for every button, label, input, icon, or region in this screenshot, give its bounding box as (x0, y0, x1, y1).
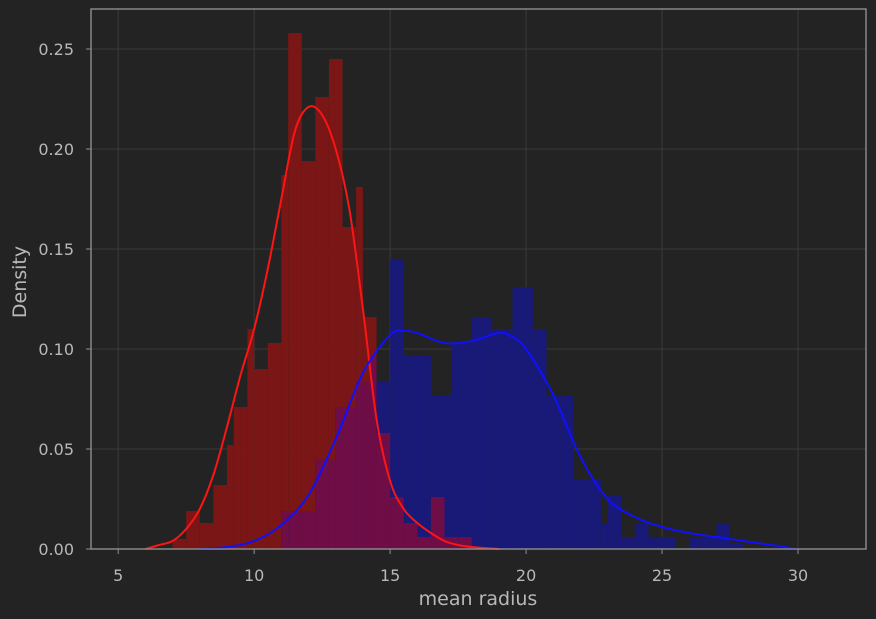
histogram-bar (634, 523, 649, 549)
histogram-bars (172, 33, 744, 549)
histogram-overlap (335, 407, 343, 549)
x-tick-label: 25 (652, 566, 672, 585)
histogram-bar (621, 537, 635, 549)
histogram-bar (573, 479, 588, 549)
histogram-bar (403, 355, 431, 549)
histogram-overlap (288, 511, 302, 549)
histogram-bar (172, 539, 187, 549)
y-tick-label: 0.20 (38, 140, 74, 159)
histogram-overlap (430, 497, 445, 549)
histogram-bar (186, 511, 200, 549)
histogram-overlap (390, 497, 404, 549)
histogram-overlap (356, 381, 363, 549)
x-axis-title: mean radius (419, 588, 538, 610)
histogram-bar (600, 523, 608, 549)
histogram-overlap (403, 523, 418, 549)
plot-frame (90, 8, 867, 550)
histogram-overlap (301, 511, 316, 549)
histogram-bar (648, 537, 663, 549)
histogram-bar (281, 175, 289, 549)
kde-line (145, 105, 499, 550)
histogram-bar (512, 287, 533, 549)
histogram-bar (716, 523, 731, 549)
x-tick-label: 20 (516, 566, 536, 585)
histogram-bar (267, 343, 282, 549)
histogram-bar (247, 329, 255, 549)
x-tick-label: 30 (788, 566, 808, 585)
y-tick-label: 0.25 (38, 40, 74, 59)
histogram-overlap (328, 459, 336, 549)
y-tick-label: 0.00 (38, 540, 74, 559)
histogram-overlap (369, 355, 377, 549)
y-tick-label: 0.05 (38, 440, 74, 459)
histogram-bar (240, 407, 248, 549)
y-tick-label: 0.10 (38, 340, 74, 359)
histogram-overlap (362, 381, 370, 549)
histogram-bar (560, 395, 574, 549)
histogram-overlap (315, 459, 329, 549)
histogram-overlap (281, 511, 289, 549)
histogram-overlap (342, 407, 357, 549)
y-axis-title: Density (9, 246, 31, 318)
histogram-bar (356, 187, 363, 549)
histogram-bar (213, 485, 227, 549)
histogram-bar (471, 317, 493, 549)
histogram-bar (532, 329, 547, 549)
histogram-bar (301, 161, 316, 549)
kde-line (199, 329, 799, 550)
histogram-bar (451, 343, 472, 549)
axis-ticks: 5 10 15 20 25 30 0.00 0.05 0.10 0.15 0.20 0.25 (38, 40, 808, 585)
y-tick-label: 0.15 (38, 240, 74, 259)
histogram-bar (233, 407, 241, 549)
histogram-bar (492, 329, 513, 549)
histogram-bar (702, 537, 717, 549)
histogram-bar (730, 543, 744, 549)
histogram-bar (254, 369, 268, 549)
kde-curves (145, 105, 799, 550)
x-tick-label: 15 (380, 566, 400, 585)
histogram-bar (199, 523, 214, 549)
histogram-overlap (451, 537, 459, 549)
histogram-bar (689, 537, 703, 549)
histogram-bar (587, 479, 601, 549)
histogram-bar (546, 395, 561, 549)
histogram-overlap (376, 433, 391, 549)
histogram-bar (607, 495, 622, 549)
histogram-bar (288, 33, 302, 549)
histogram-bar (662, 537, 676, 549)
histogram-overlap (417, 537, 431, 549)
histogram-bar (226, 445, 234, 549)
x-tick-label: 10 (244, 566, 264, 585)
x-tick-label: 5 (113, 566, 123, 585)
histogram-bar (315, 97, 329, 549)
